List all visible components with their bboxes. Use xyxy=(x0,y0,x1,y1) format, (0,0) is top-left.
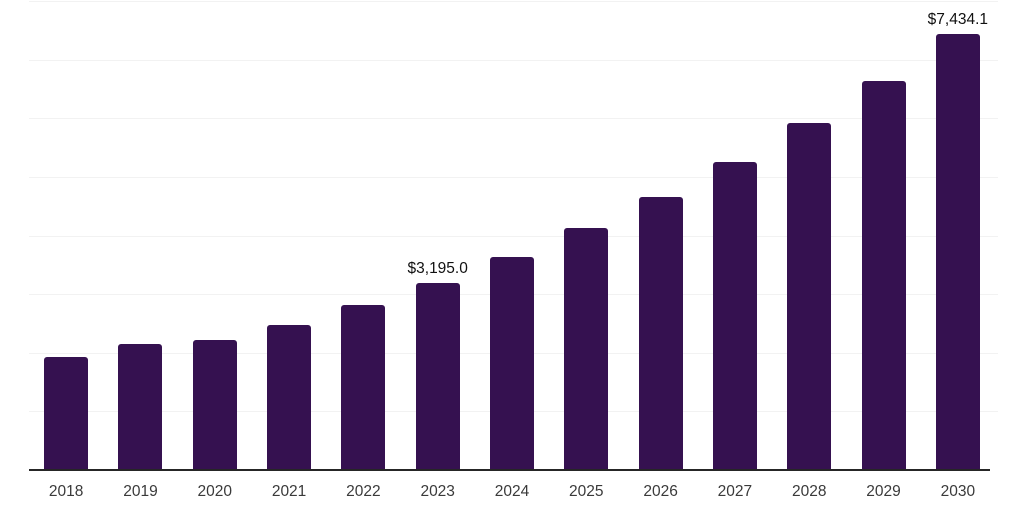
x-tick-label-2030: 2030 xyxy=(940,483,976,500)
x-tick-label-2021: 2021 xyxy=(271,483,307,500)
bar-2023 xyxy=(415,282,460,470)
x-tick-label-2027: 2027 xyxy=(717,483,753,500)
x-tick-label-2029: 2029 xyxy=(866,483,901,500)
x-tick-label-2018: 2018 xyxy=(48,483,84,500)
x-tick-label-2019: 2019 xyxy=(123,483,158,500)
x-tick-label-2026: 2026 xyxy=(643,483,678,500)
bar-2018 xyxy=(44,356,89,470)
x-tick-label-2020: 2020 xyxy=(197,483,233,500)
bar-2027 xyxy=(712,161,757,470)
x-tick-label-2024: 2024 xyxy=(494,483,530,500)
value-label-2023: $3,195.0 xyxy=(407,259,468,277)
gridline-7000 xyxy=(29,59,998,61)
bar-2028 xyxy=(787,122,832,470)
bar-2025 xyxy=(564,228,609,470)
gridline-8000 xyxy=(29,1,998,2)
bar-2020 xyxy=(192,340,237,470)
bar-2030 xyxy=(935,34,980,470)
bar-2019 xyxy=(118,344,163,470)
x-tick-label-2022: 2022 xyxy=(346,483,381,500)
bar-2024 xyxy=(490,257,534,470)
value-label-2030: $7,434.1 xyxy=(927,11,989,29)
gridline-4000 xyxy=(29,235,998,237)
gridline-5000 xyxy=(29,176,998,178)
bar-2022 xyxy=(341,304,386,470)
bar-2026 xyxy=(638,197,683,470)
x-tick-label-2028: 2028 xyxy=(791,483,827,500)
bar-2029 xyxy=(861,80,906,470)
x-tick-label-2023: 2023 xyxy=(420,483,455,500)
x-tick-label-2025: 2025 xyxy=(569,483,604,500)
x-axis-line xyxy=(29,469,990,471)
bar-2021 xyxy=(267,325,312,470)
gridline-6000 xyxy=(29,118,998,120)
